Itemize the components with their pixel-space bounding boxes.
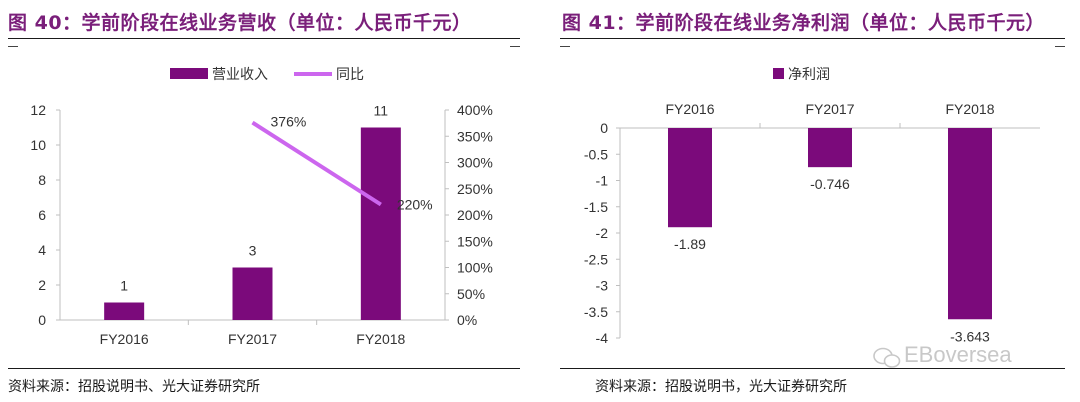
- y2-tick-label: 350%: [457, 128, 493, 144]
- y-tick-label: 0: [600, 120, 608, 136]
- bar-net-profit: [668, 128, 712, 228]
- y-tick-label: -2: [596, 225, 609, 241]
- y-tick-label: -2.5: [584, 251, 608, 267]
- revenue-chart-title: 图 40：学前阶段在线业务营收（单位：人民币千元）: [8, 12, 472, 34]
- line-data-label: 220%: [397, 197, 433, 213]
- title-rule: [560, 38, 1065, 39]
- legend-swatch-net-profit: [773, 68, 784, 79]
- x-tick-label: FY2018: [356, 331, 405, 347]
- line-data-label: 376%: [271, 114, 307, 130]
- bar-revenue: [360, 127, 401, 320]
- y-tick-label: 12: [30, 102, 46, 118]
- y2-tick-label: 50%: [457, 286, 485, 302]
- y2-tick-label: 150%: [457, 233, 493, 249]
- y-tick-label: -4: [596, 330, 609, 346]
- y-tick-label: 0: [38, 312, 46, 328]
- y-tick-label: 2: [38, 277, 46, 293]
- title-rule: [8, 38, 520, 39]
- title-rule-dash: [560, 46, 570, 47]
- y-tick-label: 8: [38, 172, 46, 188]
- y-tick-label: -3: [596, 278, 609, 294]
- y-tick-label: 4: [38, 242, 46, 258]
- legend-label-net-profit: 净利润: [788, 66, 830, 82]
- legend-swatch-revenue: [170, 68, 208, 79]
- revenue-chart-source: 资料来源：招股说明书、光大证券研究所: [8, 379, 260, 395]
- bar-data-label: -1.89: [674, 236, 706, 252]
- watermark-text: EBoversea: [904, 342, 1012, 367]
- net-profit-chart: 0 -0.5 -1 -1.5 -2 -2.5 -3 -3.5 -4 FY2016 FY2017 FY2…: [584, 66, 1040, 346]
- x-tick-label: FY2018: [945, 101, 994, 117]
- y2-tick-label: 200%: [457, 207, 493, 223]
- title-rule-dash: [8, 46, 18, 47]
- x-tick-label: FY2017: [805, 101, 854, 117]
- y-tick-label: 6: [38, 207, 46, 223]
- y-tick-label: -0.5: [584, 146, 608, 162]
- source-rule: [560, 368, 1065, 369]
- bar-data-label: -3.643: [950, 328, 990, 344]
- revenue-chart-panel: 图 40：学前阶段在线业务营收（单位：人民币千元） 0 2 4 6 8 10 12 0% 50%…: [8, 12, 520, 395]
- bar-net-profit: [948, 128, 992, 320]
- x-tick-label: FY2016: [665, 101, 714, 117]
- bar-data-label: 11: [374, 103, 389, 119]
- legend-label-yoy: 同比: [336, 66, 364, 82]
- bar-data-label: -0.746: [810, 176, 850, 192]
- bar-net-profit: [808, 128, 852, 168]
- y2-tick-label: 250%: [457, 181, 493, 197]
- y2-tick-label: 400%: [457, 102, 493, 118]
- net-profit-chart-source: 资料来源：招股说明书，光大证券研究所: [595, 379, 847, 395]
- net-profit-chart-title: 图 41：学前阶段在线业务净利润（单位：人民币千元）: [562, 12, 1046, 34]
- net-profit-chart-panel: 图 41：学前阶段在线业务净利润（单位：人民币千元） 0 -0.5 -1 -1.5 -2…: [540, 0, 1080, 402]
- source-rule: [8, 368, 520, 369]
- line-yoy: [251, 120, 382, 207]
- bar-data-label: 3: [249, 243, 257, 259]
- title-rule-dash: [510, 46, 520, 47]
- bar-data-label: 1: [120, 278, 128, 294]
- x-tick-label: FY2016: [100, 331, 149, 347]
- y2-tick-label: 100%: [457, 260, 493, 276]
- x-tick-label: FY2017: [228, 331, 277, 347]
- legend-label-revenue: 营业收入: [212, 66, 268, 82]
- y2-tick-label: 0%: [457, 312, 477, 328]
- y-tick-label: 10: [30, 137, 46, 153]
- bar-revenue: [104, 302, 145, 320]
- wechat-icon: [873, 347, 901, 368]
- bar-revenue: [232, 267, 273, 320]
- revenue-chart: 0 2 4 6 8 10 12 0% 50% 100% 150% 200% 250% 300% 350% 40…: [30, 66, 493, 347]
- y-tick-label: -1: [596, 173, 609, 189]
- title-rule-dash: [1055, 46, 1065, 47]
- y2-tick-label: 300%: [457, 155, 493, 171]
- y-tick-label: -1.5: [584, 199, 608, 215]
- y-tick-label: -3.5: [584, 304, 608, 320]
